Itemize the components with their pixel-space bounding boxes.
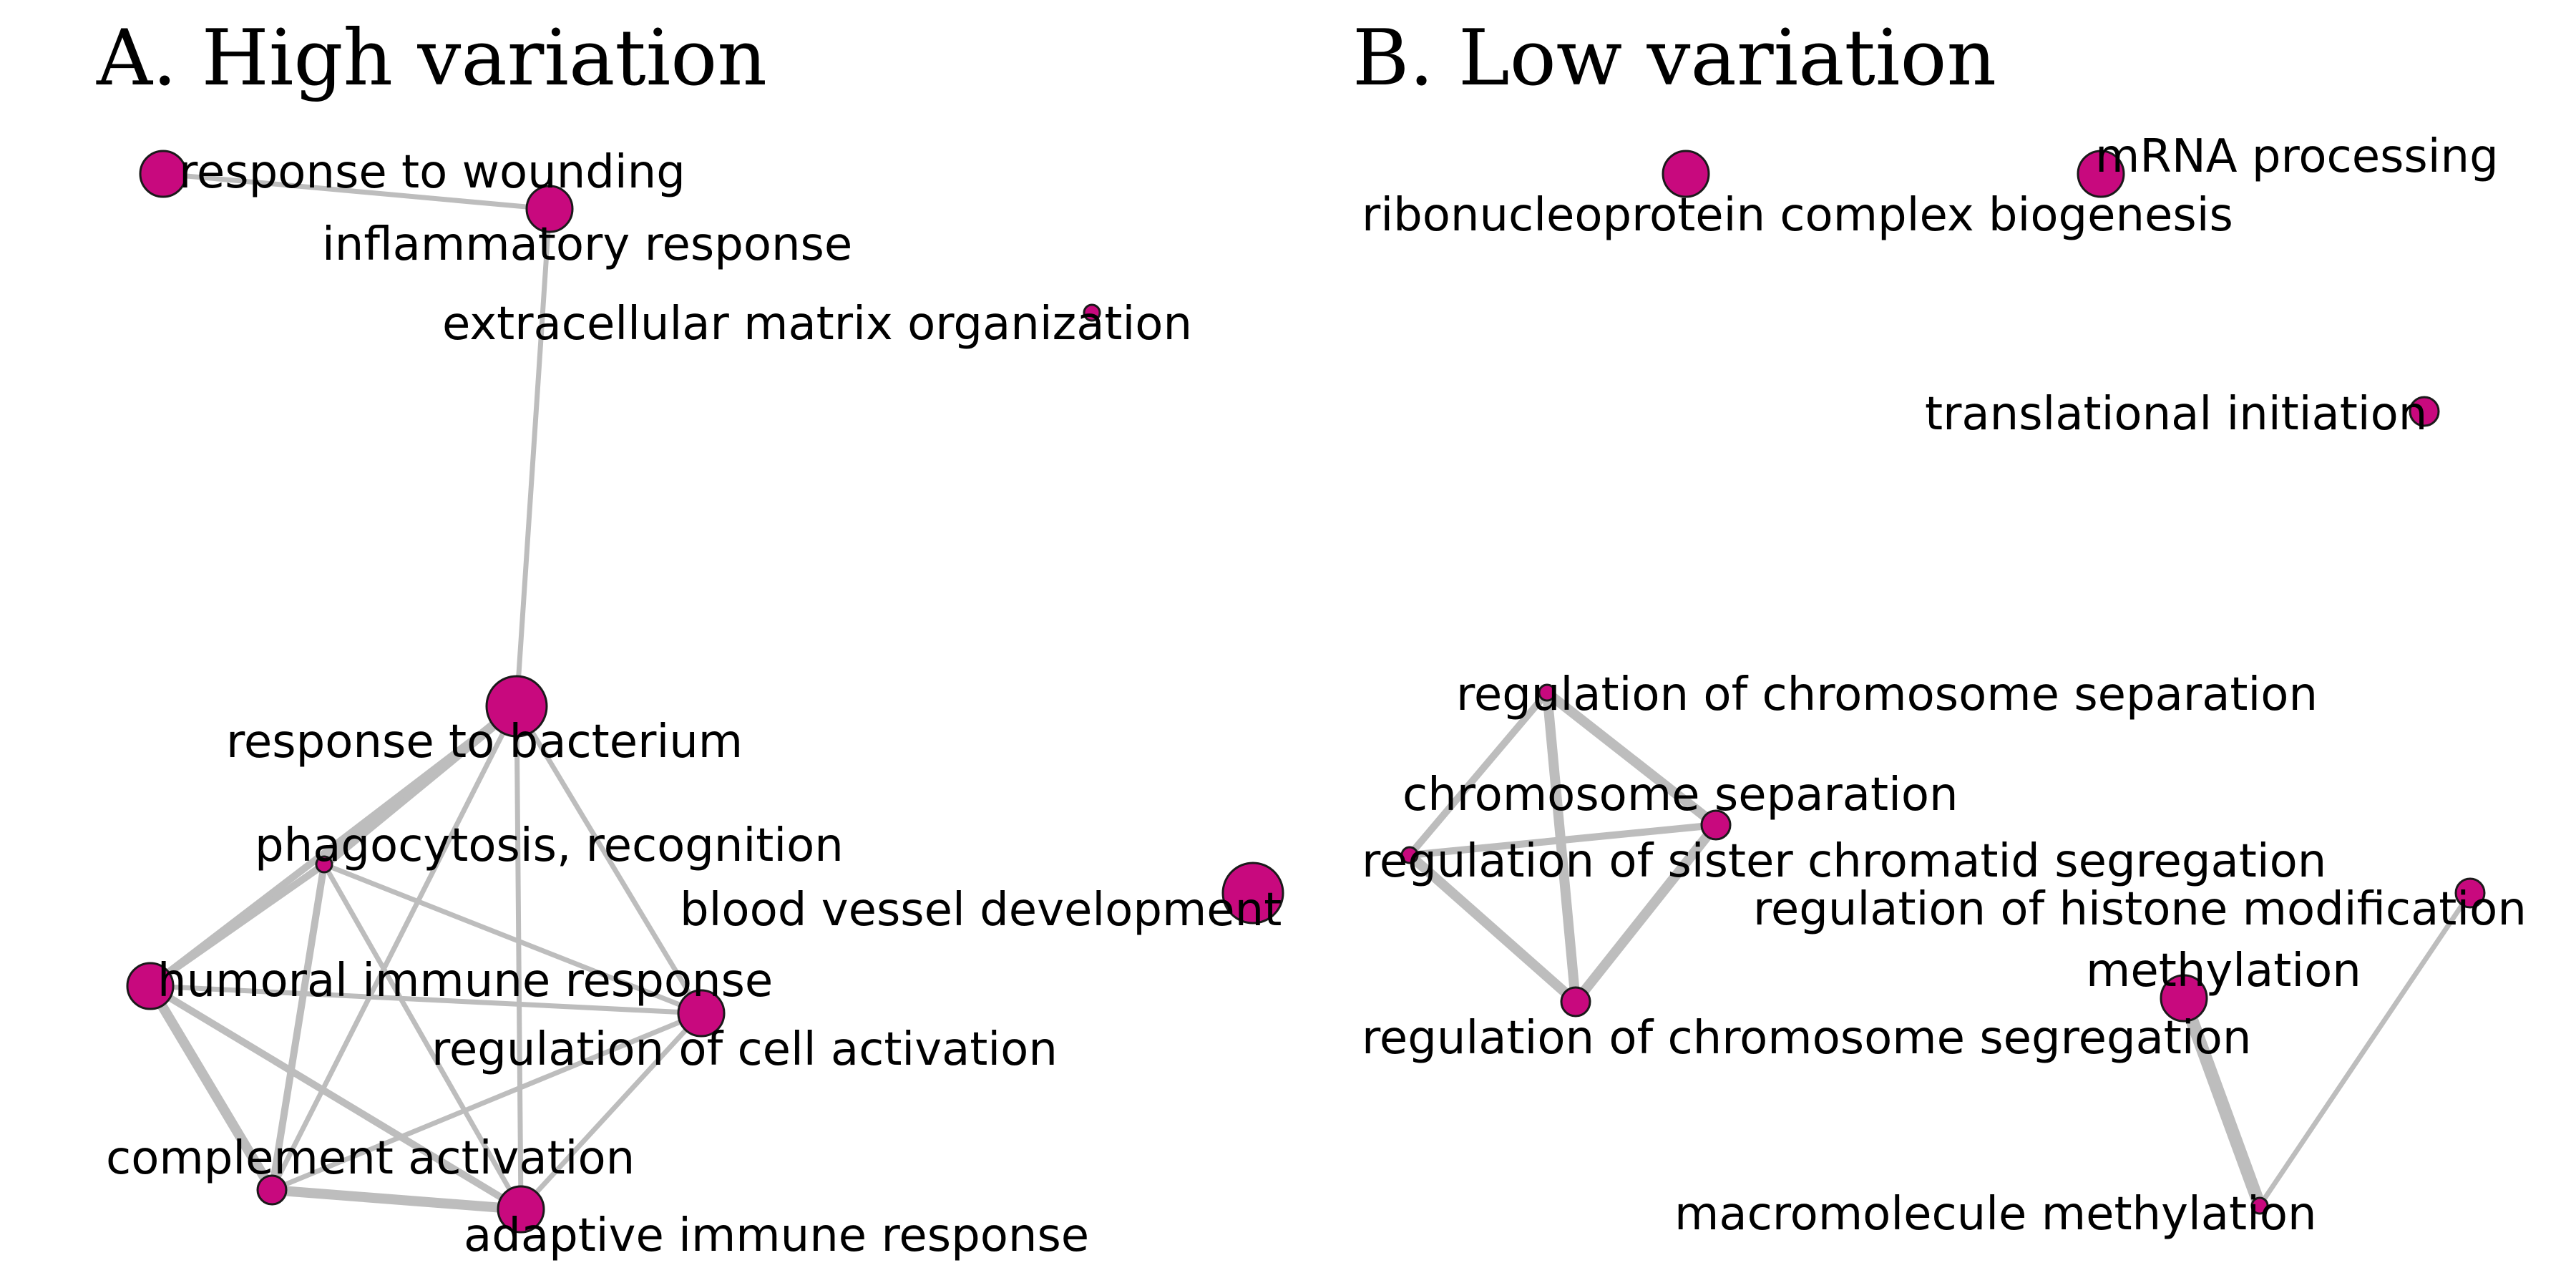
node-regcell[interactable] [677,989,726,1038]
node-label-mrna: mRNA processing [2095,130,2499,183]
node-label-regsister: regulation of sister chromatid segregati… [1362,835,2326,888]
node-label-reghist: regulation of histone modification [1753,883,2527,936]
edge-regsister-regchromseg [1405,850,1581,1007]
node-label-inflam: inflammatory response [322,218,852,271]
node-label-adaptive: adaptive immune response [464,1209,1089,1262]
node-transl[interactable] [2409,396,2440,427]
node-label-regchromseg: regulation of chromosome segregation [1362,1012,2251,1065]
panel-low-variation: B. Low variation ribonucleoprotein compl… [1352,14,2527,1241]
edge-complement-adaptive [267,1185,526,1214]
edge-humoral-adaptive [147,982,525,1213]
node-regsister[interactable] [1400,846,1419,864]
node-regchromseg[interactable] [1560,986,1591,1018]
node-label-ecm: extracellular matrix organization [442,298,1192,351]
node-label-regchromsep: regulation of chromosome separation [1456,668,2318,721]
edge-humoral-regcell [147,983,704,1016]
edge-regcell-adaptive [518,1010,704,1212]
node-reghist[interactable] [2454,877,2486,909]
edge-inflam-bact [514,206,552,709]
edge-regsister-chromsep [1406,821,1719,859]
node-methyl[interactable] [2160,974,2208,1023]
panel-b-nodes [1400,150,2486,1215]
edge-bact-complement [269,703,519,1193]
node-label-macro: macromolecule methylation [1674,1188,2317,1241]
node-adaptive[interactable] [497,1185,545,1234]
panel-b-edges [1405,688,2473,1212]
edge-regchromsep-regchromseg [1542,688,1581,1007]
node-chromsep[interactable] [1700,809,1732,841]
node-label-ribo: ribonucleoprotein complex biogenesis [1362,189,2233,242]
node-complement[interactable] [256,1174,288,1206]
node-label-wound: response to wounding [179,146,686,199]
edge-wound-inflam [160,171,552,212]
node-label-bact: response to bacterium [226,716,743,769]
node-macro[interactable] [2250,1196,2269,1215]
node-label-phago: phagocytosis, recognition [255,819,844,872]
edge-bact-regcell [514,703,704,1016]
edge-regchromsep-regsister [1406,689,1551,859]
edge-phago-adaptive [321,862,524,1212]
node-label-chromsep: chromosome separation [1402,769,1958,821]
panel-a-labels: response to wounding inflammatory respons… [106,146,1282,1262]
node-label-humoral: humoral immune response [157,955,773,1008]
node-label-regcell: regulation of cell activation [431,1023,1058,1076]
edge-phago-humoral [147,861,328,990]
edge-reghist-macro [2257,890,2473,1209]
panel-a-edges [145,171,704,1214]
panel-a-nodes [126,150,1284,1234]
node-inflam[interactable] [525,185,574,233]
node-phago[interactable] [315,855,333,874]
node-label-transl: translational initiation [1925,388,2427,441]
node-label-blood: blood vessel development [680,884,1282,937]
edge-humoral-complement [145,981,277,1195]
panel-b-labels: ribonucleoprotein complex biogenesis mRNA… [1362,130,2527,1241]
node-blood[interactable] [1221,862,1284,924]
node-mrna[interactable] [2077,150,2125,198]
edge-regcell-complement [269,1010,704,1193]
node-wound[interactable] [139,150,187,198]
node-ecm[interactable] [1083,303,1101,322]
node-label-methyl: methylation [2086,945,2361,997]
edge-bact-adaptive [514,703,524,1212]
edge-methyl-macro [2177,992,2266,1212]
panel-high-variation: A. High variation response to wounding in… [96,14,1284,1262]
edge-phago-complement [268,861,328,1194]
node-bact[interactable] [485,675,548,738]
panel-a-title: A. High variation [96,14,767,103]
edge-chromsep-regchromseg [1571,820,1721,1007]
node-ribo[interactable] [1662,150,1710,198]
node-humoral[interactable] [126,962,175,1010]
node-label-complement: complement activation [106,1132,635,1185]
edge-regchromsep-chromsep [1542,688,1721,830]
node-regchromsep[interactable] [1538,683,1556,702]
edge-phago-regcell [321,862,704,1016]
panel-b-title: B. Low variation [1352,14,1996,103]
